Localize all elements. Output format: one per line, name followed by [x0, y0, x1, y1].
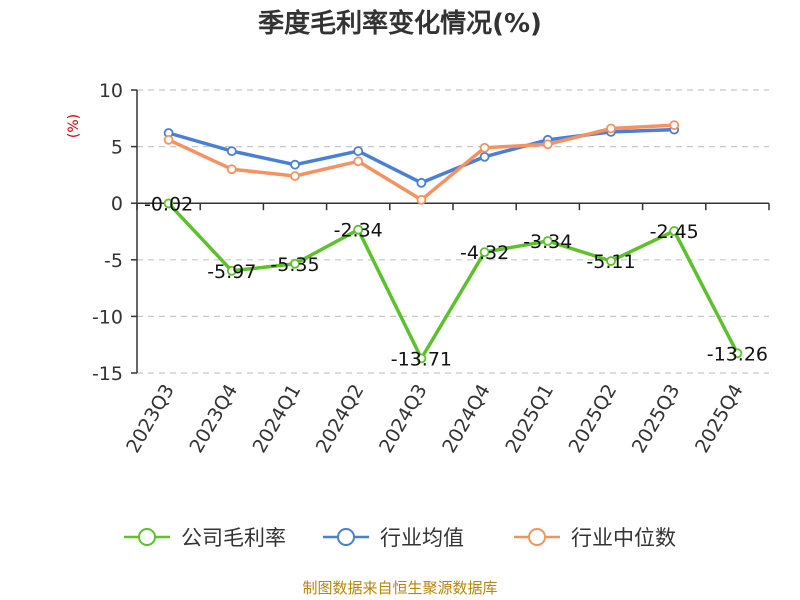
data-point — [353, 156, 364, 167]
data-point — [479, 247, 490, 258]
legend-item[interactable]: 行业均值 — [323, 526, 464, 550]
x-tick-label: 2025Q4 — [691, 381, 748, 457]
data-point — [479, 142, 490, 153]
data-point — [353, 224, 364, 235]
data-point — [353, 146, 364, 157]
legend-item[interactable]: 行业中位数 — [514, 526, 676, 550]
data-point — [606, 256, 616, 266]
data-point — [606, 123, 616, 134]
data-label: -13.26 — [707, 343, 768, 365]
y-tick-label: 10 — [99, 80, 123, 102]
data-label: -4.32 — [460, 242, 509, 264]
data-point — [290, 258, 300, 269]
series-layer — [163, 120, 743, 364]
y-tick-label: -10 — [92, 306, 123, 328]
legend-swatch-marker — [138, 528, 156, 546]
legend-label: 行业中位数 — [571, 526, 676, 550]
data-point — [479, 151, 490, 162]
data-point — [669, 226, 680, 236]
data-label: -13.71 — [391, 348, 452, 370]
chart-title: 季度毛利率变化情况(%) — [258, 8, 542, 39]
x-tick-label: 2024Q1 — [249, 381, 306, 457]
series-line — [168, 127, 675, 185]
y-tick-label: 0 — [111, 193, 123, 215]
x-tick-label: 2023Q4 — [185, 381, 242, 457]
data-point — [163, 134, 174, 145]
data-label: -3.34 — [523, 231, 572, 253]
data-label: -2.45 — [650, 221, 699, 243]
data-point — [416, 194, 427, 205]
y-tick-label: -15 — [92, 363, 123, 385]
x-tick-label: 2025Q2 — [565, 381, 622, 457]
data-label: -2.34 — [334, 220, 383, 242]
legend-swatch-marker — [337, 528, 355, 546]
y-tick-label: 5 — [111, 137, 123, 159]
series-line — [167, 202, 739, 361]
data-point — [226, 164, 237, 175]
y-axis-label: (%) — [66, 114, 82, 138]
series-line — [167, 123, 675, 202]
legend[interactable]: 公司毛利率 行业均值 行业中位数 — [124, 526, 676, 550]
data-label: -5.35 — [270, 254, 319, 276]
x-tick-label: 2025Q1 — [501, 381, 558, 457]
data-point — [290, 159, 300, 170]
data-point — [226, 265, 237, 276]
y-tick-label: -5 — [104, 250, 123, 272]
data-point — [290, 171, 300, 181]
data-point — [732, 348, 743, 359]
data-point — [416, 353, 427, 364]
x-tick-label: 2024Q2 — [312, 381, 369, 457]
data-point — [542, 139, 553, 150]
data-point — [669, 120, 680, 130]
data-point — [542, 236, 553, 246]
x-tick-label: 2024Q4 — [438, 380, 495, 456]
legend-label: 行业均值 — [380, 526, 464, 550]
source-note: 制图数据来自恒生聚源数据库 — [302, 579, 497, 597]
x-tick-label: 2023Q3 — [122, 381, 179, 457]
data-label: -0.02 — [144, 193, 193, 215]
data-point — [226, 146, 237, 157]
data-labels: -0.02 -5.97 -5.35 -2.34 -13.71 -4.32 -3.34 -5.1… — [144, 193, 768, 370]
data-point — [416, 177, 427, 188]
data-label: -5.11 — [586, 251, 635, 273]
x-tick-label: 2025Q3 — [628, 381, 685, 457]
legend-item[interactable]: 公司毛利率 — [124, 526, 286, 550]
x-tick-label: 2024Q3 — [375, 381, 432, 457]
data-point — [163, 198, 174, 209]
data-label: -5.97 — [207, 261, 256, 283]
legend-swatch-marker — [528, 528, 546, 546]
legend-label: 公司毛利率 — [181, 526, 286, 550]
